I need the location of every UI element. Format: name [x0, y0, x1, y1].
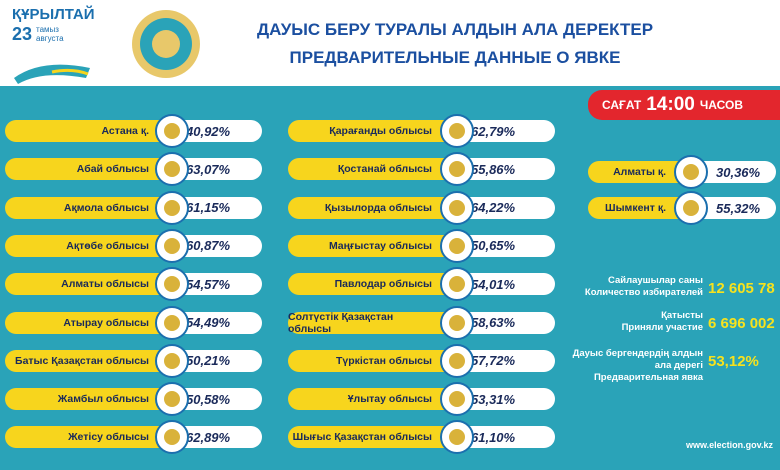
stat-label: Сайлаушылар саны [607, 275, 703, 286]
stat-label: Количество избирателей [584, 287, 703, 298]
title-kz: ДАУЫС БЕРУ ТУРАЛЫ АЛДЫН АЛА ДЕРЕКТЕР [256, 20, 654, 39]
badge-suffix: ЧАСОВ [699, 98, 744, 112]
region-emblem [440, 114, 474, 148]
cec-emblem [132, 10, 200, 78]
region-name: Алматы облысы [5, 273, 175, 296]
region-emblem [440, 343, 474, 378]
region-name: Шымкент қ. [588, 197, 692, 219]
region-name: Ақтөбе облысы [5, 234, 175, 257]
logo-day: 23 [12, 24, 33, 44]
flag-ribbon [14, 64, 90, 84]
region-emblem [155, 343, 189, 378]
region-name: Қостанай облысы [288, 158, 458, 181]
time-badge: САҒАТ 14:00 ЧАСОВ [588, 90, 780, 120]
region-emblem [440, 305, 474, 340]
stat-value: 53,12% [708, 353, 759, 370]
region-emblem [155, 228, 189, 263]
region-emblem [674, 155, 708, 189]
region-emblem [674, 191, 708, 225]
region-name: Қызылорда облысы [288, 196, 458, 219]
region-emblem [155, 267, 189, 302]
region-emblem [155, 420, 189, 455]
badge-prefix: САҒАТ [602, 98, 642, 112]
stat-label: Предварительная явка [593, 372, 703, 383]
region-name: Жамбыл облысы [5, 388, 175, 411]
region-emblem [155, 190, 189, 225]
badge-time: 14:00 [646, 94, 695, 115]
region-emblem [155, 152, 189, 187]
logo-month: тамыз [36, 25, 59, 34]
region-name: Маңғыстау облысы [288, 234, 458, 257]
region-name: Абай облысы [5, 158, 175, 181]
region-name: Батыс Қазақстан облысы [5, 349, 175, 372]
region-emblem [440, 420, 474, 455]
stat-label: Қатысты [661, 310, 703, 321]
region-name: Қарағанды облысы [288, 120, 458, 142]
stat-label: Дауыс бергендердің алдын ала дерегі [572, 348, 703, 371]
region-name: Алматы қ. [588, 161, 692, 183]
region-emblem [440, 152, 474, 187]
region-name: Ұлытау облысы [288, 388, 458, 411]
stat-value: 12 605 78 [708, 280, 775, 297]
region-emblem [155, 305, 189, 340]
stat-value: 6 696 002 [708, 315, 775, 332]
region-name: Ақмола облысы [5, 196, 175, 219]
kurultai-logo: ҚҰРЫЛТАЙ 23 тамыз августа [12, 6, 122, 86]
region-name: Астана қ. [5, 120, 175, 142]
region-name: Павлодар облысы [288, 273, 458, 296]
turnout-value: 30,36% [690, 161, 776, 183]
region-name: Солтүстік Қазақстан облысы [288, 311, 458, 335]
stat-label: Приняли участие [621, 322, 703, 333]
region-name: Шығыс Қазақстан облысы [288, 426, 458, 449]
region-name: Атырау облысы [5, 311, 175, 334]
region-emblem [440, 382, 474, 417]
region-emblem [155, 114, 189, 148]
region-name: Түркістан облысы [288, 349, 458, 372]
region-emblem [440, 228, 474, 263]
region-emblem [440, 190, 474, 225]
region-emblem [440, 267, 474, 302]
logo-month: августа [36, 34, 64, 43]
title-ru: ПРЕДВАРИТЕЛЬНЫЕ ДАННЫЕ О ЯВКЕ [289, 48, 621, 67]
turnout-value: 55,32% [690, 197, 776, 219]
logo-title: ҚҰРЫЛТАЙ [12, 6, 95, 23]
footer-url: www.election.gov.kz [686, 440, 774, 450]
region-emblem [155, 382, 189, 417]
region-name: Жетісу облысы [5, 426, 175, 449]
